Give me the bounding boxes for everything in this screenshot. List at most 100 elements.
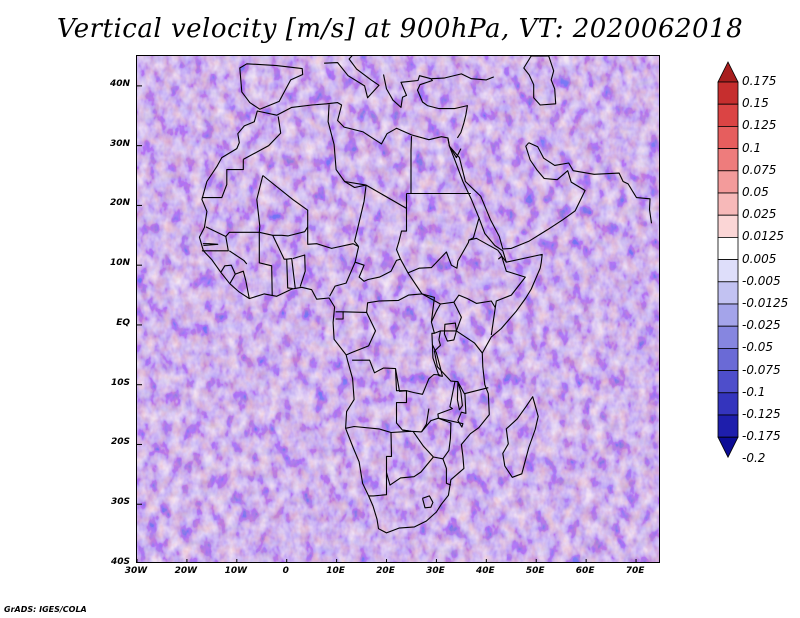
country-border: [307, 226, 359, 249]
africa-coastline: [198, 102, 543, 534]
colorbar-swatch: [717, 148, 739, 172]
black-sea-south: [431, 73, 495, 81]
lon-tick-label: 40E: [475, 566, 495, 576]
country-border: [385, 456, 452, 486]
colorbar-swatch: [717, 392, 739, 416]
colorbar-swatch: [717, 236, 739, 260]
colorbar-swatch: [717, 436, 739, 459]
colorbar-swatch: [717, 170, 739, 194]
lon-tick-label: 0: [282, 566, 289, 576]
colorbar-swatch: [717, 103, 739, 127]
country-border: [202, 243, 219, 247]
country-border: [410, 136, 413, 194]
colorbar-label: -0.025: [742, 318, 781, 333]
lon-tick-label: 10E: [326, 566, 345, 576]
colorbar-label: -0.175: [742, 429, 781, 444]
colorbar-label: 0.025: [742, 207, 777, 222]
lake-tanganyika: [431, 344, 443, 377]
country-border: [243, 116, 282, 160]
country-border: [201, 226, 229, 252]
iberia-coastline: [239, 63, 304, 110]
country-border: [421, 293, 435, 323]
lon-tick-label: 20W: [174, 566, 198, 576]
lat-tick-label: 30N: [109, 138, 130, 149]
colorbar-swatch: [717, 347, 739, 371]
colorbar-label: 0.05: [742, 185, 769, 199]
greece-turkey-levant-coastline: [382, 74, 468, 139]
colorbar-swatch: [717, 325, 739, 349]
lon-tick-label: 30E: [426, 566, 445, 576]
colorbar-label: -0.05: [742, 340, 774, 355]
chart-title: Vertical velocity [m/s] at 900hPa, VT: 2…: [56, 14, 744, 44]
colorbar-label: -0.2: [742, 451, 766, 466]
country-border: [344, 180, 408, 260]
colorbar-label: 0.175: [742, 74, 777, 88]
colorbar-label: 0.075: [742, 162, 777, 177]
coastline-layer: [198, 56, 653, 534]
colorbar-swatch: [717, 61, 739, 83]
country-border: [437, 381, 456, 419]
colorbar-label: -0.005: [742, 273, 781, 288]
lon-tick-label: 50E: [525, 566, 545, 576]
arabia-coastline: [448, 142, 586, 250]
lat-tick-label: 10S: [110, 377, 130, 388]
colorbar-swatch: [717, 414, 739, 438]
country-border: [346, 312, 377, 356]
country-border: [438, 393, 467, 428]
lon-tick-label: 10W: [224, 566, 248, 576]
country-border: [327, 104, 367, 189]
colorbar-swatch: [717, 214, 739, 238]
map-canvas: [137, 56, 659, 562]
country-border: [407, 217, 480, 274]
colorbar-label: -0.125: [742, 407, 781, 421]
colorbar-label: 0.005: [742, 251, 777, 266]
country-border: [421, 495, 434, 509]
lat-tick-label: 10N: [109, 258, 130, 269]
country-border: [431, 332, 435, 345]
country-border: [412, 430, 434, 458]
lon-tick-label: 30W: [124, 566, 148, 576]
colorbar-label: -0.1: [742, 384, 766, 399]
country-border: [456, 330, 483, 354]
country-border: [433, 330, 489, 395]
lat-tick-label: 20N: [109, 198, 130, 209]
country-border: [354, 258, 401, 282]
country-border: [259, 175, 309, 237]
colorbar-swatch: [717, 281, 739, 305]
colorbar-label: 0.0125: [742, 229, 784, 244]
lat-tick-label: 40N: [109, 78, 130, 89]
lon-tick-label: 70E: [625, 566, 645, 576]
country-border: [228, 250, 248, 265]
country-border: [292, 254, 306, 287]
country-border: [421, 417, 452, 460]
colorbar-label: 0.125: [742, 118, 777, 133]
lon-tick-label: 60E: [575, 566, 595, 576]
country-border: [201, 159, 244, 199]
iran-pakistan-coastline: [528, 142, 653, 224]
colorbar-label: -0.075: [742, 362, 781, 377]
footer-credit: GrADS: IGES/COLA: [4, 605, 87, 614]
country-border: [329, 246, 360, 297]
map-panel: [136, 55, 660, 563]
colorbar: [717, 61, 739, 459]
country-border: [220, 264, 236, 275]
lake-malawi: [456, 381, 463, 411]
colorbar-swatch: [717, 192, 739, 216]
country-border: [335, 311, 344, 320]
lon-tick-label: 20E: [376, 566, 395, 576]
country-border: [400, 258, 496, 308]
sinai: [447, 137, 462, 159]
caspian-outline: [523, 56, 557, 106]
colorbar-swatch: [717, 303, 739, 327]
ascent-texture: [137, 56, 659, 562]
colorbar-swatch: [717, 259, 739, 283]
country-border: [497, 255, 507, 263]
lat-tick-label: EQ: [116, 317, 130, 328]
country-border: [354, 185, 367, 247]
colorbar-swatch: [717, 81, 739, 105]
country-border: [468, 237, 526, 336]
lake-victoria: [443, 322, 457, 342]
italy-coastline: [324, 56, 380, 99]
colorbar-swatch: [717, 370, 739, 394]
country-border: [229, 270, 250, 299]
